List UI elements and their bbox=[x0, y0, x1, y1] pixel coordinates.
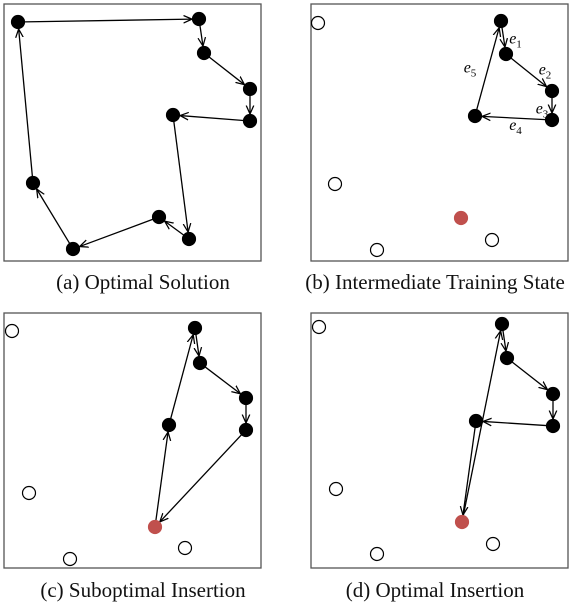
panel-c bbox=[3, 312, 262, 569]
tour-edge bbox=[510, 57, 546, 87]
unvisited-node bbox=[328, 481, 344, 497]
tour-edge bbox=[204, 366, 240, 394]
visited-node bbox=[187, 320, 203, 336]
panel-frame bbox=[3, 312, 262, 569]
tour-edge bbox=[37, 189, 71, 244]
panel-frame bbox=[310, 312, 569, 569]
panel-d bbox=[310, 312, 569, 569]
inserted-node bbox=[147, 519, 163, 535]
edge-label-e4: e4 bbox=[509, 117, 522, 137]
visited-node bbox=[499, 350, 515, 366]
inserted-node bbox=[454, 514, 470, 530]
caption-d: (d) Optimal Insertion bbox=[345, 578, 525, 602]
caption-b: (b) Intermediate Training State bbox=[305, 270, 565, 294]
visited-node bbox=[545, 386, 561, 402]
tour-edge bbox=[165, 221, 185, 236]
edge-label-e2: e2 bbox=[539, 62, 552, 82]
visited-node bbox=[544, 83, 560, 99]
tour-edge bbox=[155, 432, 168, 521]
edge-label-e3: e3 bbox=[536, 101, 549, 121]
tour-edge bbox=[502, 27, 505, 47]
visited-node bbox=[25, 175, 41, 191]
visited-node bbox=[161, 417, 177, 433]
visited-node bbox=[493, 13, 509, 29]
unvisited-node bbox=[369, 242, 385, 258]
visited-node bbox=[468, 413, 484, 429]
unvisited-node bbox=[311, 319, 327, 335]
tour-edge bbox=[476, 28, 499, 110]
visited-node bbox=[151, 209, 167, 225]
visited-node bbox=[545, 418, 561, 434]
visited-node bbox=[467, 108, 483, 124]
unvisited-node bbox=[21, 485, 37, 501]
panel-frame bbox=[310, 3, 569, 262]
visited-node bbox=[165, 107, 181, 123]
inserted-node bbox=[453, 210, 469, 226]
unvisited-node bbox=[327, 176, 343, 192]
tour-edge bbox=[19, 29, 34, 177]
tour-edge bbox=[196, 334, 199, 356]
tour-edge bbox=[80, 218, 154, 246]
visited-node bbox=[242, 81, 258, 97]
unvisited-node bbox=[485, 536, 501, 552]
tour-edge bbox=[200, 25, 203, 46]
unvisited-node bbox=[369, 546, 385, 562]
edge-label-e5: e5 bbox=[464, 60, 477, 80]
tour-edge bbox=[180, 116, 244, 122]
unvisited-node bbox=[62, 551, 78, 567]
visited-node bbox=[196, 45, 212, 61]
tour-edge bbox=[173, 121, 188, 232]
visited-node bbox=[238, 390, 254, 406]
panel-a bbox=[3, 3, 262, 262]
visited-node bbox=[238, 422, 254, 438]
visited-node bbox=[192, 355, 208, 371]
visited-node bbox=[181, 231, 197, 247]
visited-node bbox=[494, 316, 510, 332]
caption-c: (c) Suboptimal Insertion bbox=[40, 578, 246, 602]
visited-node bbox=[242, 113, 258, 129]
visited-node bbox=[10, 14, 26, 30]
panel-b: e1 e2 e3 e4 e5 bbox=[310, 3, 569, 262]
tour-edge bbox=[160, 434, 243, 522]
tour-edge bbox=[483, 421, 547, 425]
visited-node bbox=[65, 241, 81, 257]
unvisited-node bbox=[4, 323, 20, 339]
edge-label-e1: e1 bbox=[509, 31, 522, 51]
unvisited-node bbox=[310, 15, 326, 31]
unvisited-node bbox=[177, 540, 193, 556]
panel-frame bbox=[3, 3, 262, 262]
unvisited-node bbox=[484, 232, 500, 248]
caption-a: (a) Optimal Solution bbox=[56, 270, 230, 294]
tour-edge bbox=[463, 427, 476, 515]
tour-edge bbox=[170, 335, 194, 419]
visited-node bbox=[544, 112, 560, 128]
tour-edge bbox=[208, 56, 244, 85]
tour-edge bbox=[503, 330, 506, 351]
tour-edge bbox=[24, 19, 192, 22]
tour-edge bbox=[511, 361, 547, 390]
visited-node bbox=[191, 11, 207, 27]
tour-edge bbox=[482, 116, 546, 119]
visited-node bbox=[498, 46, 514, 62]
